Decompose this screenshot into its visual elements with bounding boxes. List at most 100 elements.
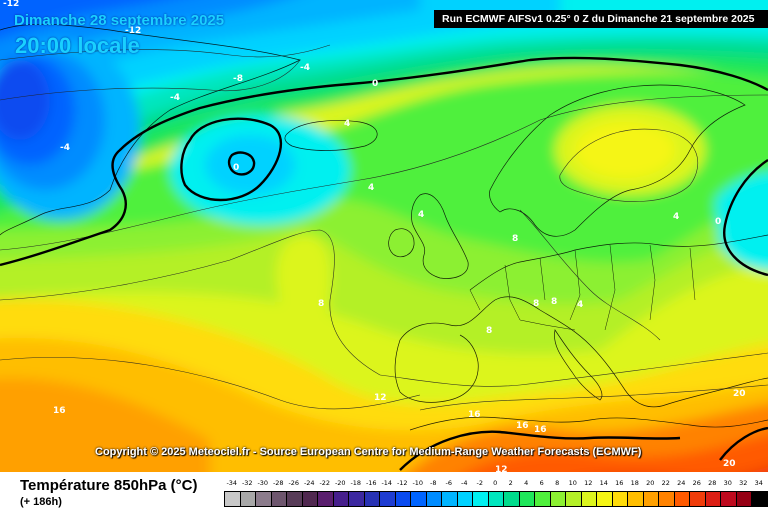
color-scale-swatch	[349, 492, 365, 506]
isotherms	[0, 44, 768, 411]
color-scale-swatch	[473, 492, 489, 506]
isotherm-label: 8	[551, 297, 557, 307]
color-scale-swatch	[690, 492, 706, 506]
color-scale-label: 28	[708, 479, 717, 487]
temperature-map: -12 -12 -8 -4 0 -4 0 -4 4 4 4 8 8 8 8 4 …	[0, 0, 768, 472]
isotherm-label: 8	[318, 299, 324, 309]
color-scale-swatch	[271, 492, 287, 506]
color-scale-label: -32	[241, 479, 253, 487]
color-scale: -34 -32 -30 -28 -26 -24 -22 -20 -18 -16 -14 -12 -10-…	[224, 479, 768, 511]
color-scale-label: 6	[539, 479, 544, 487]
color-scale-label: 32	[739, 479, 748, 487]
isotherm-label: -4	[300, 63, 310, 73]
isotherm-label: 16	[53, 406, 66, 416]
color-scale-label: -16	[365, 479, 377, 487]
isotherm-label: 0	[233, 163, 239, 173]
color-scale-swatch	[535, 492, 551, 506]
color-scale-label: -30	[257, 479, 269, 487]
legend-footer: Température 850hPa (°C) (+ 186h) -34 -32-…	[0, 472, 768, 512]
color-scale-label: -18	[350, 479, 362, 487]
color-scale-label: 18	[630, 479, 639, 487]
color-scale-label: -6	[445, 479, 452, 487]
color-scale-swatch	[442, 492, 458, 506]
coastlines	[0, 23, 768, 431]
color-scale-label: -28	[272, 479, 284, 487]
copyright-text: Copyright © 2025 Meteociel.fr - Source E…	[95, 446, 642, 458]
color-scale-label: -22	[319, 479, 331, 487]
isotherm-label: -12	[3, 0, 19, 9]
color-scale-swatch	[225, 492, 241, 506]
color-scale-label: -12	[396, 479, 408, 487]
isotherm-label: 12	[495, 465, 508, 472]
color-scale-swatch	[659, 492, 675, 506]
color-scale-swatch	[256, 492, 272, 506]
color-scale-label: -26	[288, 479, 300, 487]
color-scale-label: 4	[524, 479, 529, 487]
isotherm-label: 0	[372, 79, 378, 89]
isotherm-label: 8	[486, 326, 492, 336]
isotherm-label: 8	[533, 299, 539, 309]
model-run-info: Run ECMWF AIFSv1 0.25° 0 Z du Dimanche 2…	[434, 10, 768, 28]
color-scale-swatch	[736, 492, 752, 506]
color-scale-swatch	[566, 492, 582, 506]
color-scale-label: 8	[555, 479, 560, 487]
color-scale-swatch	[643, 492, 659, 506]
isotherm-zero	[0, 56, 768, 471]
color-scale-label: -4	[461, 479, 468, 487]
isotherm-labels: -12 -12 -8 -4 0 -4 0 -4 4 4 4 8 8 8 8 4 …	[3, 0, 746, 472]
forecast-date: Dimanche 28 septembre 2025	[14, 12, 225, 29]
color-scale-swatch	[395, 492, 411, 506]
color-scale-label: -24	[303, 479, 315, 487]
isotherm-label: 4	[577, 300, 583, 310]
isotherm-label: 20	[723, 459, 736, 469]
color-scale-label: -10	[412, 479, 424, 487]
isotherm-label: 16	[534, 425, 547, 435]
color-scale-swatch	[240, 492, 256, 506]
isotherm-label: 0	[715, 217, 721, 227]
isotherm-label: 8	[512, 234, 518, 244]
color-scale-swatch	[411, 492, 427, 506]
color-scale-swatch	[302, 492, 318, 506]
color-scale-label: 16	[615, 479, 624, 487]
isotherm-label: -12	[125, 26, 141, 36]
isotherm-label: 20	[733, 389, 746, 399]
parameter-title: Température 850hPa (°C)	[20, 477, 198, 494]
color-scale-swatch	[457, 492, 473, 506]
isotherm-label: 4	[418, 210, 424, 220]
color-scale-bar	[224, 491, 768, 507]
isotherm-label: 4	[368, 183, 374, 193]
color-scale-label: 0	[493, 479, 498, 487]
color-scale-label: 34	[754, 479, 763, 487]
color-scale-label: 12	[584, 479, 593, 487]
color-scale-swatch	[426, 492, 442, 506]
isotherm-label: 16	[516, 421, 529, 431]
color-scale-label: -2	[476, 479, 483, 487]
color-scale-label: -20	[334, 479, 346, 487]
map-svg: -12 -12 -8 -4 0 -4 0 -4 4 4 4 8 8 8 8 4 …	[0, 0, 768, 472]
color-scale-swatch	[597, 492, 613, 506]
color-scale-label: 10	[568, 479, 577, 487]
color-scale-swatch	[333, 492, 349, 506]
isotherm-label: 12	[374, 393, 387, 403]
color-scale-swatch	[488, 492, 504, 506]
color-scale-label: 24	[677, 479, 686, 487]
isotherm-label: -8	[233, 74, 243, 84]
color-scale-label: 2	[508, 479, 513, 487]
color-scale-label: -8	[430, 479, 437, 487]
color-scale-labels: -34 -32 -30 -28 -26 -24 -22 -20 -18 -16 -14 -12 -10-…	[224, 479, 762, 491]
color-scale-swatch	[504, 492, 520, 506]
color-scale-swatch	[318, 492, 334, 506]
color-scale-swatch	[752, 492, 768, 506]
color-scale-swatch	[287, 492, 303, 506]
isotherm-label: -4	[170, 93, 180, 103]
forecast-time: 20:00 locale	[15, 33, 140, 58]
color-scale-swatch	[380, 492, 396, 506]
temperature-field	[0, 0, 768, 472]
color-scale-swatch	[519, 492, 535, 506]
color-scale-label: -14	[381, 479, 393, 487]
color-scale-swatch	[705, 492, 721, 506]
color-scale-swatch	[674, 492, 690, 506]
forecast-lead-time: (+ 186h)	[20, 496, 62, 508]
isotherm-label: 4	[344, 119, 350, 129]
color-scale-label: 30	[723, 479, 732, 487]
